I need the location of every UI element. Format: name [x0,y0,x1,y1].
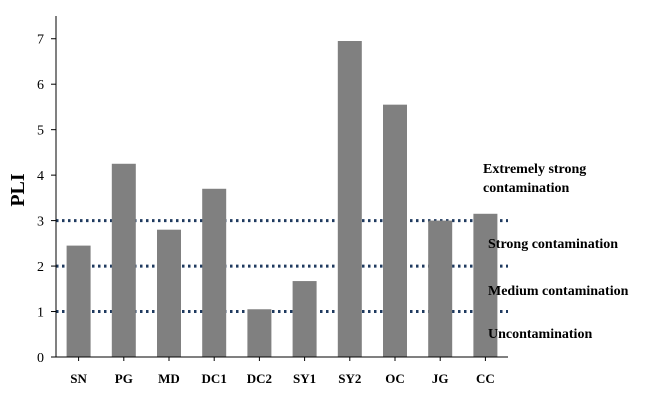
y-tick-label: 6 [37,78,44,93]
axes [55,16,508,361]
bar-oc [383,104,407,357]
bar-sy2 [337,41,362,358]
x-category-label: SN [70,371,87,386]
bar-jg [428,220,453,357]
bar-dc1 [202,188,227,357]
x-category-label: MD [158,371,180,386]
y-tick-label: 2 [37,260,44,275]
zone-label-line: Uncontamination [488,327,592,342]
bar-dc2 [247,309,272,357]
x-category-label: PG [115,371,133,386]
bar-cc [473,213,498,357]
x-category-label: JG [432,371,449,386]
zone-label-line: Strong contamination [488,237,618,252]
zone-label-line: Medium contamination [488,284,629,299]
y-tick-label: 7 [37,33,44,48]
x-category-label: OC [385,371,405,386]
x-category-labels: SN PG MD DC1 DC2 SY1 SY2 OC JG CC [70,371,495,386]
bar-md [157,229,181,357]
zone-label: Uncontamination [488,327,592,342]
y-axis-label: PLI [7,173,29,207]
x-category-label: SY1 [293,371,316,386]
y-tick-label: 5 [37,124,44,139]
zone-labels: Extremely strong contamination Strong cont… [483,162,629,342]
bar-sy1 [292,281,317,357]
x-category-label: DC2 [247,371,272,386]
bar-sn [66,245,91,357]
zone-label: Strong contamination [488,237,618,252]
y-ticks: 0 1 2 3 4 5 6 7 [37,33,56,366]
zone-label: Medium contamination [488,284,629,299]
y-tick-label: 3 [37,215,44,230]
y-tick-label: 0 [37,351,44,366]
y-tick-label: 1 [37,306,44,321]
bar-pg [111,163,136,357]
bars [66,41,498,358]
zone-label-line: Extremely strong [483,162,586,177]
x-category-label: CC [476,371,495,386]
zone-label-line: contamination [483,181,570,196]
zone-label: Extremely strong contamination [483,162,586,196]
y-tick-label: 4 [37,169,44,184]
x-category-label: SY2 [338,371,361,386]
x-category-label: DC1 [202,371,227,386]
